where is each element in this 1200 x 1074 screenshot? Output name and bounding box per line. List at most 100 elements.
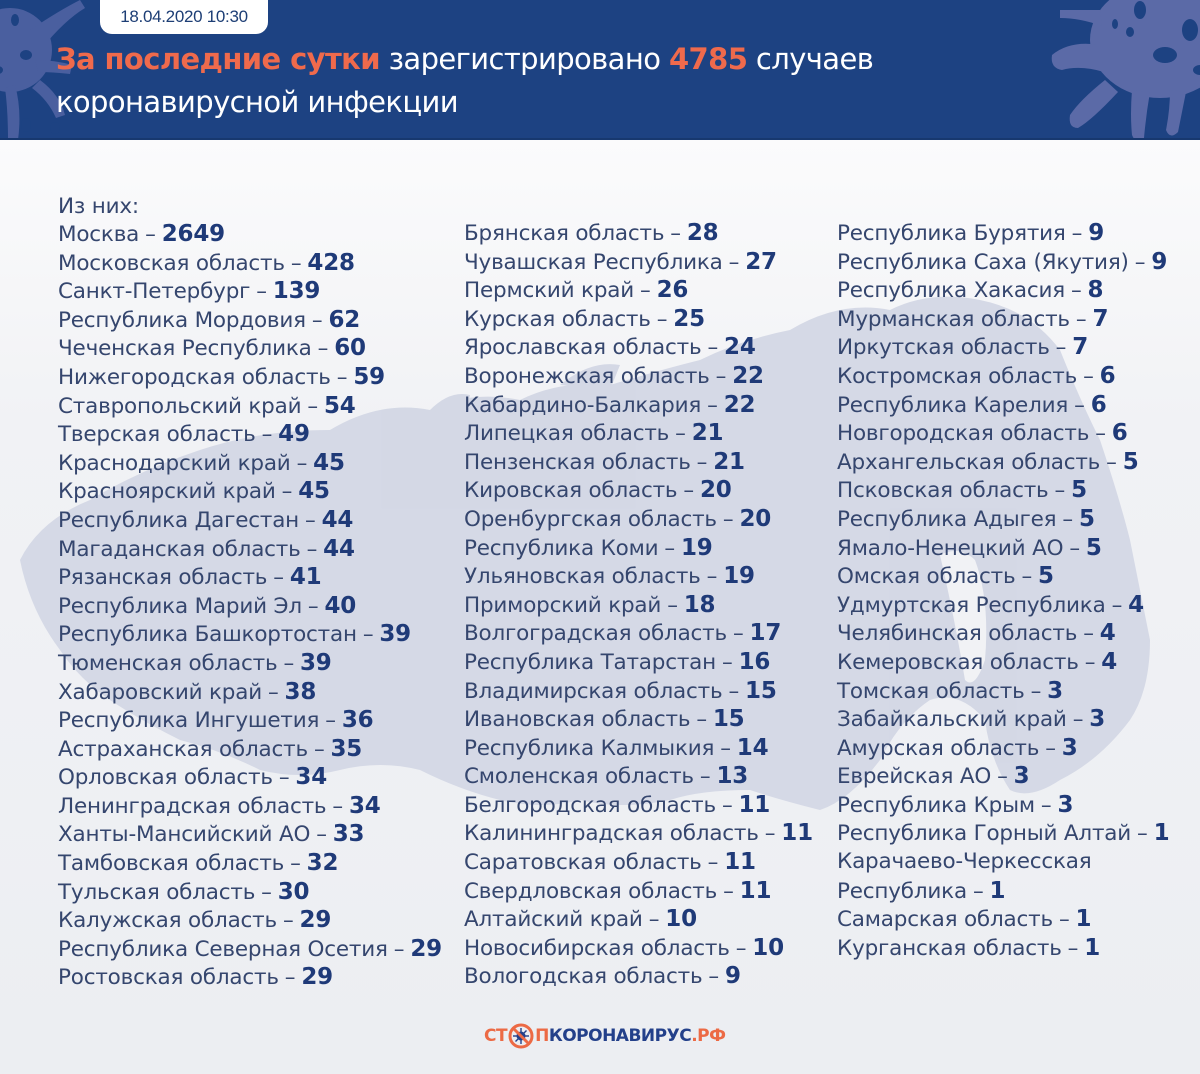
region-name: Ульяновская область (464, 564, 701, 590)
region-count: 6 (1111, 420, 1128, 447)
list-item: Калужская область –29 (58, 907, 332, 934)
list-item: Красноярский край –45 (58, 478, 330, 505)
list-item: Кемеровская область –4 (837, 648, 1118, 675)
list-item: Республика Саха (Якутия) –9 (837, 248, 1168, 275)
logo-suffix: .РФ (691, 1026, 726, 1046)
region-count: 30 (277, 878, 310, 905)
region-name: Хабаровский край (58, 679, 262, 705)
region-name: Республика Северная Осетия (58, 936, 388, 962)
region-name: Забайкальский край (837, 707, 1067, 733)
region-name: Приморский край (464, 592, 662, 618)
region-name: Тюменская область (58, 650, 278, 676)
region-count: 20 (739, 505, 772, 532)
region-count: 19 (680, 534, 713, 561)
list-item: Владимирская область –15 (464, 677, 777, 704)
list-item: Пензенская область –21 (464, 448, 745, 475)
list-item: Астраханская область –35 (58, 735, 363, 762)
headline-line-1: За последние сутки зарегистрировано 4785… (56, 38, 956, 81)
list-item: Брянская область –28 (464, 220, 719, 246)
region-count: 41 (289, 564, 322, 591)
virus-splash-left-icon (0, 0, 85, 140)
region-count: 10 (665, 906, 697, 933)
region-name: Калининградская область (464, 821, 759, 847)
region-count: 11 (739, 877, 772, 904)
region-count: 10 (752, 934, 784, 961)
region-count: 11 (781, 820, 813, 847)
region-name: Рязанская область (58, 565, 268, 591)
region-name: Республика (837, 878, 967, 904)
list-item: Москва –2649 (58, 221, 225, 247)
list-item: Ульяновская область –19 (464, 563, 755, 590)
region-name: Воронежская область (464, 363, 710, 389)
logo-middle: П (535, 1026, 549, 1046)
list-item: Тюменская область –39 (58, 649, 332, 676)
list-item: Орловская область –34 (58, 764, 328, 791)
region-name: Пермский край (464, 278, 635, 304)
region-count: 3 (1061, 734, 1078, 761)
region-count: 7 (1072, 334, 1089, 361)
region-count: 15 (712, 706, 745, 733)
region-count: 13 (716, 763, 749, 790)
region-count: 15 (745, 677, 777, 704)
region-count: 45 (298, 478, 330, 505)
region-name: Курская область (464, 306, 651, 332)
region-name: Орловская область (58, 765, 273, 791)
region-name: Республика Бурятия (837, 221, 1066, 246)
list-item: Оренбургская область –20 (464, 505, 772, 532)
list-item: Смоленская область –13 (464, 763, 749, 790)
region-name: Ростовская область (58, 965, 279, 991)
region-name: Владимирская область (464, 678, 723, 704)
list-item: Калининградская область –11 (464, 820, 813, 847)
list-item: Приморский край –18 (464, 591, 716, 618)
list-item: Ямало-Ненецкий АО –5 (837, 534, 1102, 561)
list-item: Республика Коми –19 (464, 534, 713, 561)
region-count: 1 (1075, 906, 1092, 933)
region-name: Астраханская область (58, 736, 308, 762)
list-item: Еврейская АО –3 (837, 763, 1030, 790)
region-name: Смоленская область (464, 764, 694, 790)
region-count: 4 (1101, 648, 1118, 675)
list-item: Московская область –428 (58, 249, 355, 276)
region-count: 40 (324, 592, 357, 619)
region-count: 36 (341, 707, 374, 734)
region-count: 2649 (161, 221, 225, 247)
region-name: Московская область (58, 250, 285, 276)
region-count: 18 (683, 591, 716, 618)
region-count: 44 (323, 535, 355, 562)
region-count: 17 (749, 620, 782, 647)
region-count: 3 (1089, 706, 1106, 733)
list-item: Республика Крым –3 (837, 791, 1074, 818)
list-item: Мурманская область –7 (837, 305, 1109, 332)
region-name: Новосибирская область (464, 935, 730, 961)
region-count: 6 (1090, 391, 1107, 418)
region-count: 29 (299, 907, 332, 934)
list-item: Республика Карелия –6 (837, 391, 1107, 418)
list-item: Ставропольский край –54 (58, 392, 356, 419)
region-name: Республика Карелия (837, 392, 1069, 418)
list-item: Республика Бурятия –9 (837, 220, 1105, 246)
region-count: 20 (699, 477, 732, 504)
list-item: Курская область –25 (464, 305, 705, 332)
region-count: 28 (686, 220, 719, 246)
region-name: Омская область (837, 564, 1016, 590)
region-name: Ханты-Мансийский АО (58, 822, 311, 848)
crossed-virus-icon (508, 1023, 534, 1049)
region-name: Алтайский край (464, 907, 643, 933)
region-name: Республика Коми (464, 535, 659, 561)
russia-map-background-icon (20, 296, 1150, 811)
region-count: 6 (1099, 362, 1116, 389)
list-item: Архангельская область –5 (837, 448, 1139, 475)
region-count: 5 (1071, 477, 1087, 504)
region-column-3: Республика Бурятия –9 Республика Саха (Як… (837, 219, 1170, 962)
region-name: Свердловская область (464, 878, 718, 904)
list-item: Кабардино-Балкария –22 (464, 391, 756, 418)
region-count: 5 (1078, 505, 1095, 532)
list-item: Республика Мордовия –62 (58, 306, 361, 333)
virus-splash-right-icon (1051, 0, 1200, 140)
region-name: Республика Саха (Якутия) (837, 249, 1129, 275)
region-count: 44 (321, 506, 354, 533)
region-name: Оренбургская область (464, 506, 717, 532)
region-name: Кемеровская область (837, 649, 1079, 675)
list-item: Хабаровский край –38 (58, 678, 317, 705)
region-count: 24 (724, 334, 756, 361)
